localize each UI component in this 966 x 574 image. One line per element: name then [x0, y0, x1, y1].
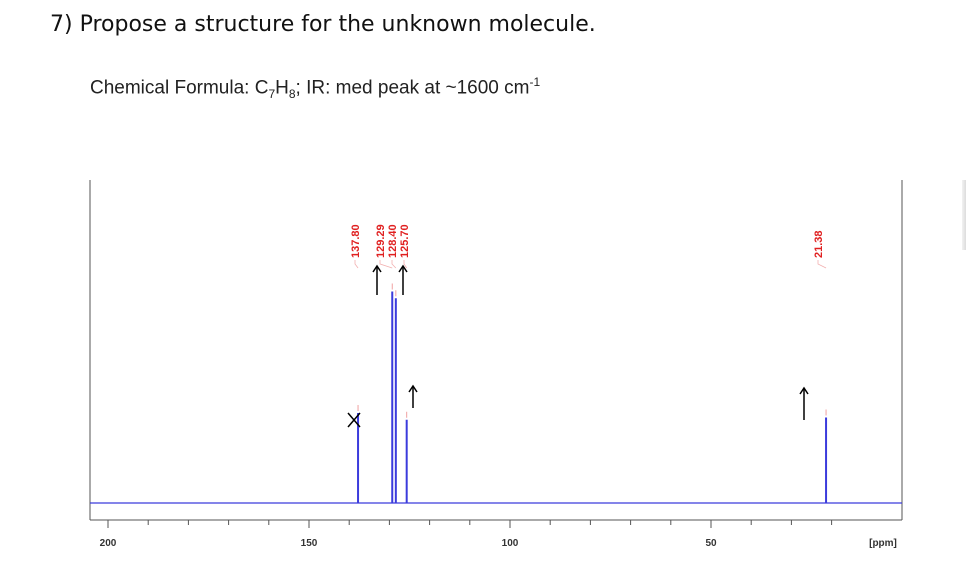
peak-label: 128.40 [387, 224, 399, 258]
peak-label-leader [354, 260, 359, 269]
peak-label: 21.38 [813, 230, 825, 258]
edge-shade [962, 180, 966, 250]
peak-label-leader [403, 260, 408, 269]
peak-label-leader [391, 260, 397, 269]
formula-h-count: 8 [288, 87, 296, 102]
annotation-arrow-head [372, 264, 382, 273]
peak-label-leader [817, 260, 827, 269]
formula-c-count: 7 [268, 87, 276, 102]
annotation-arrow-head [398, 264, 408, 273]
formula-ir-text: ; IR: med peak at ~1600 cm [295, 77, 530, 99]
formula-ir-exponent: -1 [529, 75, 541, 89]
annotation-arrow-head [408, 384, 418, 393]
formula-h: H [275, 77, 289, 99]
x-tick-label: 150 [301, 538, 318, 549]
x-unit-label: [ppm] [869, 538, 897, 549]
annotation-cross [347, 412, 361, 428]
peak-label: 129.29 [375, 224, 387, 258]
peak-label: 125.70 [399, 224, 411, 258]
formula-prefix: Chemical Formula: C [90, 77, 269, 99]
formula-line: Chemical Formula: C7H8; IR: med peak at … [90, 75, 540, 101]
x-tick-label: 200 [100, 538, 117, 549]
peak-label-leader [379, 260, 393, 269]
question-number: 7) [50, 12, 73, 37]
annotation-arrow-head [799, 386, 809, 395]
question-title: 7) Propose a structure for the unknown m… [50, 12, 596, 37]
x-tick-label: 100 [502, 538, 519, 549]
peak-label: 137.80 [350, 224, 362, 258]
question-prompt: Propose a structure for the unknown mole… [79, 12, 596, 37]
x-tick-label: 50 [705, 538, 717, 549]
